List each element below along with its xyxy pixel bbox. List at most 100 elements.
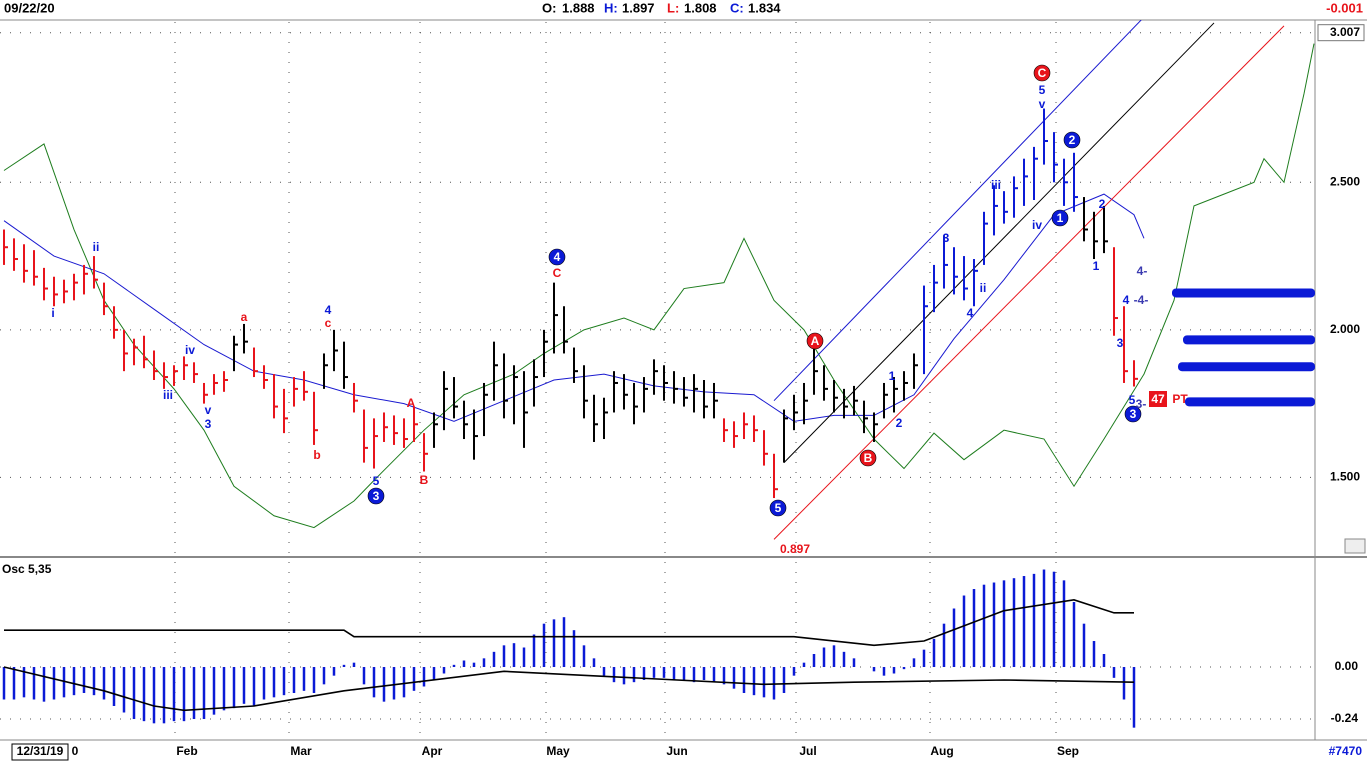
osc-bar — [1072, 602, 1076, 668]
wave-label: 1 — [1057, 211, 1064, 225]
osc-bar — [1062, 580, 1066, 668]
osc-bar — [832, 645, 836, 668]
osc-bar — [42, 667, 46, 702]
wave-label: 3 — [943, 231, 950, 245]
osc-bar — [172, 667, 176, 722]
osc-bar — [482, 658, 486, 668]
osc-bar — [372, 667, 376, 698]
osc-bar — [112, 667, 116, 706]
wave-label: B — [864, 451, 873, 465]
osc-bar — [432, 667, 436, 680]
target-level — [1172, 288, 1315, 298]
osc-bar — [62, 667, 66, 698]
wave-label: 0.897 — [780, 542, 810, 556]
wave-label: 1 — [1093, 259, 1100, 273]
osc-bar — [242, 667, 246, 704]
price-target-box — [1149, 391, 1167, 407]
wave-label: ii — [93, 240, 100, 254]
wave-label: 4 — [554, 250, 561, 264]
overlay-line — [773, 20, 1142, 402]
wave-label: 5 — [775, 501, 782, 515]
x-tick-label: 0 — [72, 744, 79, 758]
low-label: L: — [667, 0, 679, 15]
open: 1.888 — [562, 0, 595, 15]
osc-bar — [312, 667, 316, 693]
osc-bar — [712, 667, 716, 683]
chart-id: #7470 — [1329, 744, 1363, 758]
osc-bar — [572, 630, 576, 668]
overlay-line — [3, 193, 1145, 422]
osc-bar — [1022, 576, 1026, 668]
osc-bar — [792, 667, 796, 676]
osc-bar — [982, 584, 986, 668]
osc-bar — [122, 667, 126, 713]
osc-bar — [322, 667, 326, 685]
osc-bar — [922, 649, 926, 668]
wave-label: 4- — [1137, 264, 1148, 278]
osc-bar — [132, 667, 136, 719]
wave-label: 2 — [1069, 133, 1076, 147]
wave-label: 5 — [1039, 83, 1046, 97]
osc-bar — [992, 582, 996, 668]
x-tick-label: Sep — [1057, 744, 1079, 758]
wave-label: PT — [1172, 392, 1188, 406]
wave-marker — [859, 449, 877, 467]
osc-bar — [962, 595, 966, 668]
wave-label: 5 — [1129, 393, 1136, 407]
osc-bar — [562, 617, 566, 668]
osc-bar — [82, 667, 86, 693]
wave-marker — [806, 332, 824, 350]
wave-marker — [1033, 64, 1051, 82]
close-label: C: — [730, 0, 744, 15]
x-tick-label: May — [546, 744, 570, 758]
osc-bar — [402, 667, 406, 698]
overlay-line — [783, 22, 1215, 463]
osc-bar — [32, 667, 36, 700]
overlay-line — [773, 25, 1285, 540]
osc-bar — [1092, 641, 1096, 668]
osc-bar — [52, 667, 56, 700]
osc-bar — [352, 662, 356, 668]
osc-bar — [92, 667, 96, 696]
wave-marker — [1063, 131, 1081, 149]
osc-bar — [442, 667, 446, 674]
osc-bar — [892, 667, 896, 674]
wave-marker — [367, 487, 385, 505]
wave-label: 4 — [967, 306, 974, 320]
osc-bar — [262, 667, 266, 700]
osc-bar — [1042, 569, 1046, 668]
change: -0.001 — [1326, 0, 1363, 15]
osc-bar — [22, 667, 26, 698]
osc-bar — [462, 660, 466, 668]
osc-bar — [642, 667, 646, 680]
osc-bar — [502, 645, 506, 668]
wave-label: C — [553, 266, 562, 280]
wave-label: 5 — [373, 474, 380, 488]
high: 1.897 — [622, 0, 655, 15]
y-tick-label: 3.007 — [1330, 25, 1360, 39]
osc-bar — [722, 667, 726, 685]
y-tick-label: -0.24 — [1331, 711, 1359, 725]
osc-bar — [672, 667, 676, 680]
osc-bar — [912, 658, 916, 668]
wave-label: ii — [980, 281, 987, 295]
osc-bar — [952, 608, 956, 668]
osc-bar — [682, 667, 686, 680]
corner-icon[interactable] — [1344, 538, 1366, 554]
osc-bar — [742, 667, 746, 693]
wave-label: iii — [163, 388, 173, 402]
low: 1.808 — [684, 0, 717, 15]
wave-label: A — [811, 334, 820, 348]
osc-bar — [202, 667, 206, 719]
osc-bar — [822, 647, 826, 668]
wave-label: iv — [1032, 218, 1042, 232]
wave-label: 3 — [1117, 336, 1124, 350]
osc-bar — [292, 667, 296, 693]
osc-bar — [872, 667, 876, 672]
osc-bar — [762, 667, 766, 698]
osc-bar — [622, 667, 626, 685]
close: 1.834 — [748, 0, 781, 15]
osc-bar — [582, 645, 586, 668]
wave-label: 3 — [205, 417, 212, 431]
